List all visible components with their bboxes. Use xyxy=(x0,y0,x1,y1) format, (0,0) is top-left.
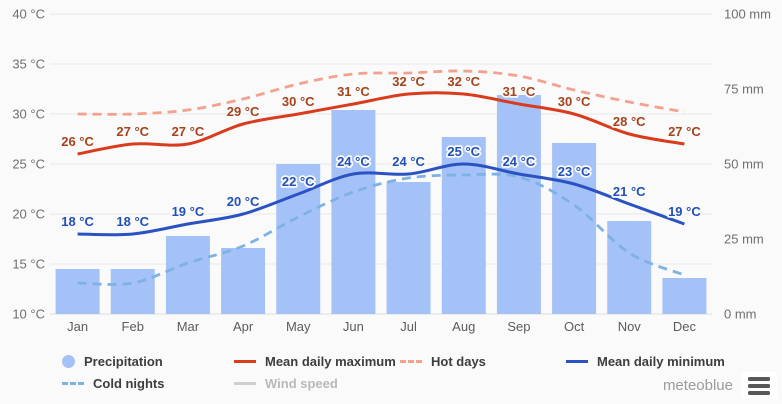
legend-label: Hot days xyxy=(431,353,486,369)
mean-daily-maximum-value-oct: 30 °C xyxy=(558,94,591,109)
mean-daily-minimum-value-feb: 18 °C xyxy=(116,214,149,229)
month-label-dec: Dec xyxy=(673,319,697,334)
month-label-feb: Feb xyxy=(122,319,144,334)
legend-label: Cold nights xyxy=(93,375,165,391)
mean-daily-minimum-value-mar: 19 °C xyxy=(172,204,205,219)
precipitation-bar-jan xyxy=(55,269,100,314)
left-axis-tick: 25 °C xyxy=(12,157,45,172)
right-axis-tick: 0 mm xyxy=(724,307,757,322)
mean-daily-minimum-legend-marker xyxy=(566,359,588,363)
legend-item-hot-days[interactable]: Hot days xyxy=(400,352,486,370)
month-label-may: May xyxy=(286,319,311,334)
mean-daily-minimum-value-may: 22 °C xyxy=(282,174,315,189)
precipitation-bar-nov xyxy=(607,221,652,314)
left-axis-tick: 35 °C xyxy=(12,57,45,72)
hot-days-legend-marker xyxy=(400,359,422,363)
legend-label: Mean daily minimum xyxy=(597,353,725,369)
mean-daily-maximum-value-feb: 27 °C xyxy=(116,124,149,139)
right-axis-tick: 75 mm xyxy=(724,82,764,97)
climate-chart: 40 °C 35 °C 30 °C 25 °C 20 °C 15 °C 10 °C 100 m… xyxy=(12,7,771,335)
mean-daily-maximum-line xyxy=(77,91,685,156)
mean-daily-minimum-value-nov: 21 °C xyxy=(613,184,646,199)
mean-daily-minimum-line xyxy=(77,162,685,237)
legend-label: Mean daily maximum xyxy=(265,353,396,369)
precipitation-bar-apr xyxy=(221,248,266,314)
wind-speed-legend-marker xyxy=(234,381,256,385)
branding: meteoblue xyxy=(663,372,777,399)
hot-days-line xyxy=(77,69,685,116)
precipitation-bar-sep xyxy=(496,95,541,314)
right-axis-tick: 100 mm xyxy=(724,7,771,22)
mean-daily-minimum-value-apr: 20 °C xyxy=(227,194,260,209)
month-label-oct: Oct xyxy=(564,319,585,334)
mean-daily-maximum-value-jan: 26 °C xyxy=(61,134,94,149)
left-axis-tick: 10 °C xyxy=(12,307,45,322)
month-label-jul: Jul xyxy=(400,319,417,334)
cold-nights-legend-marker xyxy=(62,381,84,385)
legend-item-mean-daily-maximum[interactable]: Mean daily maximum xyxy=(234,352,396,370)
legend-label: Wind speed xyxy=(265,375,338,391)
precipitation-bar-oct xyxy=(552,143,597,314)
legend-item-mean-daily-minimum[interactable]: Mean daily minimum xyxy=(566,352,725,370)
mean-daily-minimum-value-dec: 19 °C xyxy=(668,204,701,219)
month-label-sep: Sep xyxy=(507,319,530,334)
month-label-apr: Apr xyxy=(233,319,254,334)
mean-daily-maximum-value-dec: 27 °C xyxy=(668,124,701,139)
right-axis-tick: 25 mm xyxy=(724,232,764,247)
month-label-mar: Mar xyxy=(177,319,200,334)
mean-daily-maximum-value-aug: 32 °C xyxy=(447,74,480,89)
month-label-jun: Jun xyxy=(343,319,364,334)
left-axis-tick: 15 °C xyxy=(12,257,45,272)
month-label-aug: Aug xyxy=(452,319,475,334)
legend-item-cold-nights[interactable]: Cold nights xyxy=(62,374,165,392)
mean-daily-maximum-value-nov: 28 °C xyxy=(613,114,646,129)
mean-daily-maximum-value-mar: 27 °C xyxy=(172,124,205,139)
precipitation-bar-jul xyxy=(386,182,431,314)
right-axis-tick: 50 mm xyxy=(724,157,764,172)
mean-daily-maximum-value-may: 30 °C xyxy=(282,94,315,109)
mean-daily-maximum-legend-marker xyxy=(234,359,256,363)
legend-item-precipitation[interactable]: Precipitation xyxy=(62,352,163,370)
mean-daily-minimum-value-jun: 24 °C xyxy=(337,154,370,169)
mean-daily-minimum-value-sep: 24 °C xyxy=(503,154,536,169)
left-axis-tick: 20 °C xyxy=(12,207,45,222)
mean-daily-minimum-value-jul: 24 °C xyxy=(392,154,425,169)
precipitation-bar-feb xyxy=(110,269,155,314)
mean-daily-maximum-value-apr: 29 °C xyxy=(227,104,260,119)
precipitation-legend-marker xyxy=(62,354,75,368)
cold-nights-line xyxy=(77,172,685,286)
month-label-jan: Jan xyxy=(67,319,88,334)
left-axis-tick: 30 °C xyxy=(12,107,45,122)
mean-daily-minimum-value-jan: 18 °C xyxy=(61,214,94,229)
legend-item-wind-speed[interactable]: Wind speed xyxy=(234,374,338,392)
mean-daily-minimum-value-aug: 25 °C xyxy=(447,144,480,159)
mean-daily-minimum-value-oct: 23 °C xyxy=(558,164,591,179)
menu-button[interactable] xyxy=(741,372,777,399)
legend-label: Precipitation xyxy=(84,353,163,369)
left-axis-tick: 40 °C xyxy=(12,7,45,22)
mean-daily-maximum-value-jun: 31 °C xyxy=(337,84,370,99)
precipitation-bar-mar xyxy=(165,236,210,314)
meteoblue-logo[interactable]: meteoblue xyxy=(662,377,733,394)
mean-daily-maximum-value-sep: 31 °C xyxy=(503,84,536,99)
month-label-nov: Nov xyxy=(618,319,642,334)
precipitation-bar-jun xyxy=(331,110,376,314)
hamburger-icon xyxy=(748,376,770,395)
mean-daily-maximum-value-jul: 32 °C xyxy=(392,74,425,89)
precipitation-bar-dec xyxy=(662,278,707,314)
